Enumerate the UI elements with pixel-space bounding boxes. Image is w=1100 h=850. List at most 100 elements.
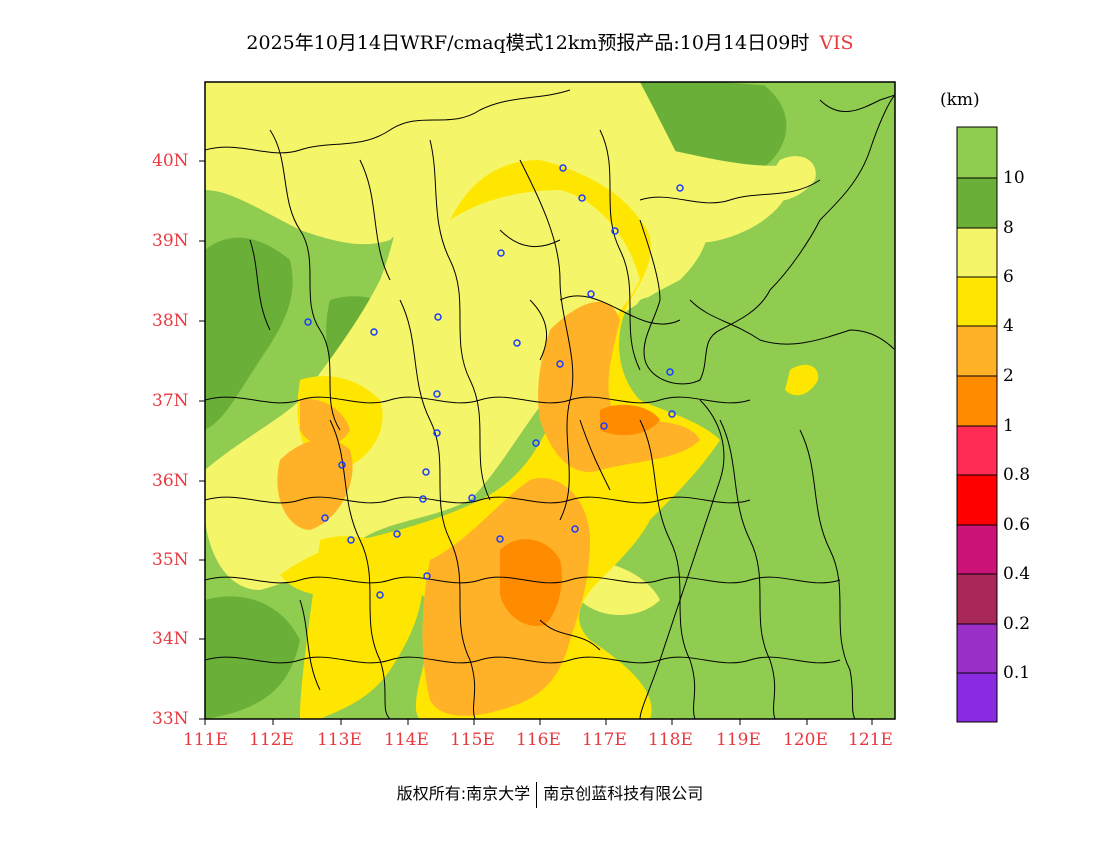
lat-label: 36N bbox=[152, 471, 189, 491]
city-marker bbox=[434, 313, 442, 321]
vis-region-2-northwest bbox=[300, 399, 350, 445]
lon-label: 112E bbox=[249, 730, 294, 750]
colorbar-swatch-0.6 bbox=[957, 475, 997, 525]
city-marker bbox=[497, 249, 505, 257]
colorbar-label: 0.2 bbox=[1003, 614, 1031, 634]
city-marker bbox=[433, 390, 441, 398]
vis-region-bohai bbox=[628, 296, 700, 373]
city-marker bbox=[433, 429, 441, 437]
footer-divider bbox=[536, 781, 538, 808]
city-marker bbox=[571, 525, 579, 533]
colorbar bbox=[956, 126, 998, 723]
city-marker bbox=[304, 318, 312, 326]
lon-label: 121E bbox=[848, 730, 893, 750]
vis-region-6-coast bbox=[620, 140, 792, 243]
lon-label: 113E bbox=[317, 730, 362, 750]
city-marker bbox=[423, 572, 431, 580]
colorbar-label: 10 bbox=[1003, 168, 1025, 188]
lon-label: 119E bbox=[716, 730, 761, 750]
city-marker bbox=[611, 227, 619, 235]
colorbar-swatch-0.2 bbox=[957, 574, 997, 624]
colorbar-swatch-10 bbox=[957, 127, 997, 178]
colorbar-swatch-4 bbox=[957, 277, 997, 326]
lon-label: 111E bbox=[183, 730, 228, 750]
colorbar-swatch-min bbox=[957, 673, 997, 722]
city-marker bbox=[419, 495, 427, 503]
colorbar-label: 4 bbox=[1003, 316, 1014, 336]
coastline bbox=[639, 94, 895, 385]
lat-label: 39N bbox=[152, 231, 189, 251]
copyright-footer: 版权所有:南京大学 南京创蓝科技有限公司 bbox=[0, 780, 1100, 808]
colorbar-frame bbox=[956, 126, 998, 723]
vis-region-1-central bbox=[600, 404, 660, 436]
city-marker bbox=[513, 339, 521, 347]
lat-label: 37N bbox=[152, 391, 189, 411]
province-boundaries bbox=[205, 89, 895, 719]
vis-region-4-coast bbox=[785, 364, 819, 396]
lat-label: 35N bbox=[152, 550, 189, 570]
colorbar-swatch-6 bbox=[957, 228, 997, 277]
lon-label: 117E bbox=[582, 730, 627, 750]
vis-region-8-southwest bbox=[205, 596, 300, 719]
title-text: 2025年10月14日WRF/cmaq模式12km预报产品:10月14日09时 bbox=[246, 32, 810, 54]
colorbar-label: 2 bbox=[1003, 366, 1014, 386]
colorbar-label: 0.6 bbox=[1003, 515, 1031, 535]
city-marker bbox=[422, 468, 430, 476]
colorbar-swatch-8 bbox=[957, 178, 997, 228]
colorbar-label: 8 bbox=[1003, 218, 1014, 238]
lon-label: 116E bbox=[516, 730, 561, 750]
city-marker bbox=[321, 514, 329, 522]
copyright-text: 版权所有:南京大学 bbox=[396, 784, 531, 803]
city-marker bbox=[393, 530, 401, 538]
city-marker bbox=[587, 290, 595, 298]
vis-region-east-good bbox=[692, 82, 895, 719]
colorbar-label: 0.8 bbox=[1003, 465, 1031, 485]
vis-region-2-west bbox=[277, 439, 353, 530]
city-marker bbox=[338, 461, 346, 469]
colorbar-label: 1 bbox=[1003, 416, 1014, 436]
colorbar-unit: (km) bbox=[940, 90, 980, 110]
city-marker bbox=[556, 360, 564, 368]
city-marker bbox=[676, 184, 684, 192]
lon-label: 115E bbox=[450, 730, 495, 750]
map-title: 2025年10月14日WRF/cmaq模式12km预报产品:10月14日09时 V… bbox=[0, 28, 1100, 55]
city-markers bbox=[304, 164, 684, 599]
lat-ticks bbox=[199, 160, 205, 720]
colorbar-swatch-0.8 bbox=[957, 426, 997, 475]
city-marker bbox=[376, 591, 384, 599]
colorbar-label: 6 bbox=[1003, 267, 1014, 287]
colorbar-swatch-2 bbox=[957, 326, 997, 376]
lat-label: 33N bbox=[152, 709, 189, 729]
city-marker bbox=[468, 494, 476, 502]
vis-region-4-southwest bbox=[300, 536, 423, 719]
vis-region-8-west bbox=[205, 237, 293, 430]
colorbar-swatch-0.1 bbox=[957, 624, 997, 673]
lat-label: 40N bbox=[152, 151, 189, 171]
lat-label: 34N bbox=[152, 629, 189, 649]
city-marker bbox=[532, 439, 540, 447]
lon-ticks bbox=[204, 719, 873, 725]
colorbar-swatch-0.4 bbox=[957, 525, 997, 574]
city-marker bbox=[370, 328, 378, 336]
coastline-south bbox=[639, 399, 725, 719]
city-marker bbox=[668, 410, 676, 418]
lon-label: 118E bbox=[648, 730, 693, 750]
city-marker bbox=[666, 368, 674, 376]
colorbar-swatch-1 bbox=[957, 376, 997, 426]
lon-label: 114E bbox=[384, 730, 429, 750]
vis-region-6-shandong bbox=[760, 156, 816, 201]
lon-label: 120E bbox=[783, 730, 828, 750]
city-marker bbox=[600, 422, 608, 430]
visibility-field bbox=[205, 82, 895, 719]
vis-region-1-south bbox=[500, 539, 562, 626]
city-marker bbox=[496, 535, 504, 543]
city-marker bbox=[578, 194, 586, 202]
lat-label: 38N bbox=[152, 311, 189, 331]
colorbar-label: 0.4 bbox=[1003, 564, 1031, 584]
variable-label: VIS bbox=[819, 32, 854, 54]
city-marker bbox=[559, 164, 567, 172]
vis-region-2-central bbox=[538, 301, 700, 472]
company-text: 南京创蓝科技有限公司 bbox=[543, 784, 704, 803]
colorbar-label: 0.1 bbox=[1003, 663, 1031, 683]
